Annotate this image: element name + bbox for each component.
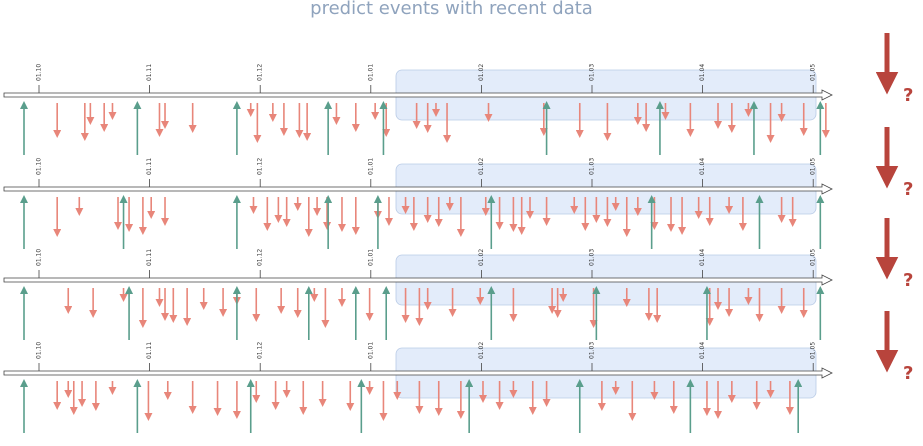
tick-label: 01.03 [589,158,596,175]
timeline-3: 01.10 01.11 01.12 01.01 01.02 01.03 01.04 01.05… [3,218,913,340]
tick-label: 01.11 [146,158,153,175]
timeline-4: 01.10 01.11 01.12 01.01 01.02 01.03 01.04 01.05… [3,311,913,433]
tick-label: 01.05 [810,64,817,81]
tick-label: 01.01 [367,64,374,81]
tick-label: 01.05 [810,158,817,175]
tick-label: 01.11 [146,342,153,359]
tick-label: 01.02 [478,158,485,175]
timeline-axis [3,183,833,195]
tick-label: 01.12 [257,158,264,175]
tick-label: 01.02 [478,342,485,359]
timeline-axis [3,367,833,379]
diagram-title: predict events with recent data [310,0,593,19]
tick-label: 01.01 [367,342,374,359]
tick-label: 01.01 [367,249,374,266]
tick-label: 01.12 [257,249,264,266]
timeline-1: 01.10 01.11 01.12 01.01 01.02 01.03 01.04 01.05… [3,33,913,155]
tick-label: 01.10 [36,158,43,175]
tick-label: 01.05 [810,249,817,266]
tick-label: 01.01 [367,158,374,175]
tick-label: 01.04 [699,249,706,266]
tick-label: 01.03 [589,64,596,81]
timeline-axis [3,89,833,101]
tick-label: 01.03 [589,342,596,359]
timeline-2: 01.10 01.11 01.12 01.01 01.02 01.03 01.04 01.05… [3,127,913,249]
tick-label: 01.10 [36,64,43,81]
tick-label: 01.12 [257,64,264,81]
tick-label: 01.02 [478,64,485,81]
prediction-question-mark: ? [903,179,913,200]
prediction-question-mark: ? [903,270,913,291]
prediction-question-mark: ? [903,363,913,384]
prediction-question-mark: ? [903,85,913,106]
tick-label: 01.04 [699,158,706,175]
tick-label: 01.11 [146,249,153,266]
tick-label: 01.03 [589,249,596,266]
tick-label: 01.04 [699,342,706,359]
tick-label: 01.10 [36,342,43,359]
tick-label: 01.04 [699,64,706,81]
timeline-axis [3,274,833,286]
tick-label: 01.05 [810,342,817,359]
tick-label: 01.12 [257,342,264,359]
tick-label: 01.10 [36,249,43,266]
tick-label: 01.11 [146,64,153,81]
tick-label: 01.02 [478,249,485,266]
